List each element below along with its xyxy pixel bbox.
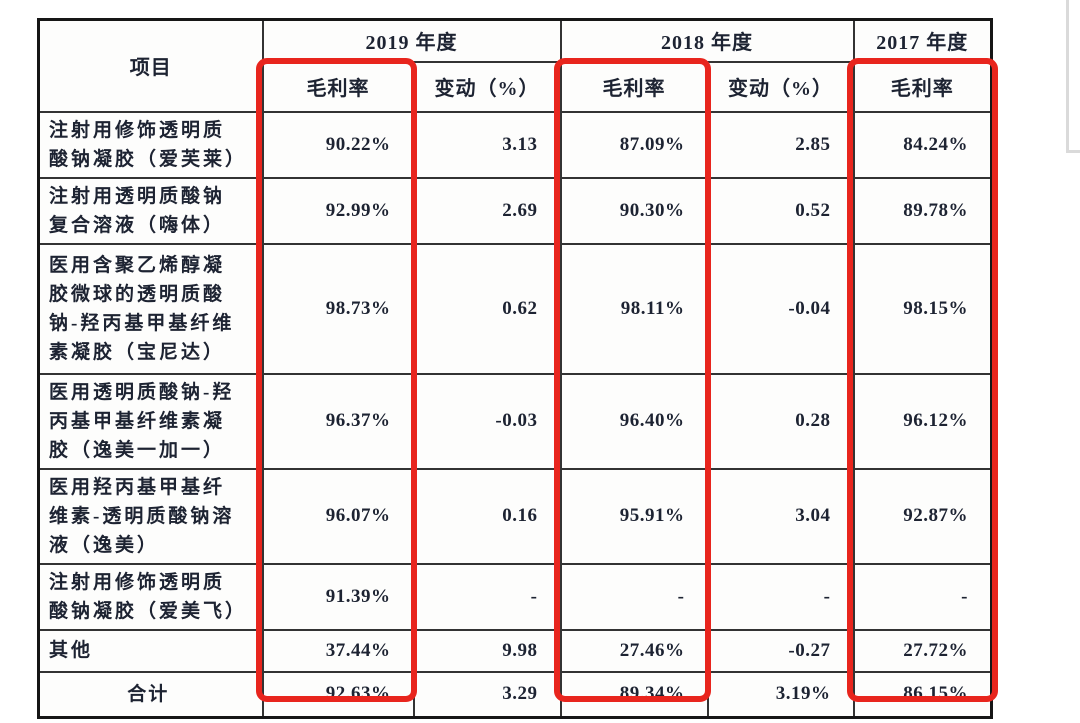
cell-change-2018: -0.04 bbox=[706, 242, 855, 375]
cell-margin-2017: 92.87% bbox=[852, 467, 993, 565]
header-year-2019: 2019 年度 bbox=[261, 18, 562, 63]
cell-margin-2019: 96.07% bbox=[261, 467, 415, 565]
total-row: 合计 92.63% 3.29 89.34% 3.19% 86.15% bbox=[37, 670, 993, 719]
row-label: 注射用透明质酸钠 复合溶液（嗨体） bbox=[37, 176, 264, 245]
cell-margin-2019: 90.22% bbox=[261, 110, 415, 179]
cell-margin-2018: 96.40% bbox=[559, 372, 709, 470]
cell-margin-2017: 89.78% bbox=[852, 176, 993, 245]
cell-change-2018: 0.28 bbox=[706, 372, 855, 470]
cell-margin-2018: 95.91% bbox=[559, 467, 709, 565]
cell-margin-2019: 98.73% bbox=[261, 242, 415, 375]
header-margin-2017: 毛利率 bbox=[852, 60, 993, 113]
cell-change-2019: 0.16 bbox=[412, 467, 562, 565]
cell-margin-2019: 92.63% bbox=[261, 670, 415, 719]
cell-margin-2017: 84.24% bbox=[852, 110, 993, 179]
row-label: 其他 bbox=[37, 628, 264, 673]
row-label: 注射用修饰透明质 酸钠凝胶（爱美飞） bbox=[37, 562, 264, 631]
cell-change-2019: 3.29 bbox=[412, 670, 562, 719]
cell-margin-2019: 92.99% bbox=[261, 176, 415, 245]
cell-margin-2018: 27.46% bbox=[559, 628, 709, 673]
cell-change-2019: -0.03 bbox=[412, 372, 562, 470]
cell-change-2019: 9.98 bbox=[412, 628, 562, 673]
header-change-2019: 变动（%） bbox=[412, 60, 562, 113]
cell-margin-2018: - bbox=[559, 562, 709, 631]
cell-margin-2017: - bbox=[852, 562, 993, 631]
cell-margin-2018: 98.11% bbox=[559, 242, 709, 375]
cell-margin-2018: 90.30% bbox=[559, 176, 709, 245]
cell-change-2019: - bbox=[412, 562, 562, 631]
header-margin-2019: 毛利率 bbox=[261, 60, 415, 113]
cell-margin-2019: 37.44% bbox=[261, 628, 415, 673]
cell-margin-2017: 86.15% bbox=[852, 670, 993, 719]
table-row: 医用羟丙基甲基纤 维素-透明质酸钠溶 液（逸美） 96.07% 0.16 95.… bbox=[37, 467, 993, 565]
cell-change-2018: 0.52 bbox=[706, 176, 855, 245]
cell-change-2019: 2.69 bbox=[412, 176, 562, 245]
cell-change-2018: 3.19% bbox=[706, 670, 855, 719]
header-margin-2018: 毛利率 bbox=[559, 60, 709, 113]
cell-change-2019: 0.62 bbox=[412, 242, 562, 375]
total-label: 合计 bbox=[37, 670, 264, 719]
row-label: 注射用修饰透明质 酸钠凝胶（爱芙莱） bbox=[37, 110, 264, 179]
header-change-2018: 变动（%） bbox=[706, 60, 855, 113]
cell-change-2018: 3.04 bbox=[706, 467, 855, 565]
cell-margin-2019: 96.37% bbox=[261, 372, 415, 470]
table-row: 医用透明质酸钠-羟 丙基甲基纤维素凝 胶（逸美一加一） 96.37% -0.03… bbox=[37, 372, 993, 470]
header-year-row: 项目 2019 年度 2018 年度 2017 年度 bbox=[37, 18, 993, 113]
cell-margin-2018: 87.09% bbox=[559, 110, 709, 179]
cell-margin-2018: 89.34% bbox=[559, 670, 709, 719]
header-item: 项目 bbox=[37, 18, 264, 113]
cell-margin-2019: 91.39% bbox=[261, 562, 415, 631]
table-row: 注射用修饰透明质 酸钠凝胶（爱芙莱） 90.22% 3.13 87.09% 2.… bbox=[37, 110, 993, 179]
row-label: 医用羟丙基甲基纤 维素-透明质酸钠溶 液（逸美） bbox=[37, 467, 264, 565]
row-label: 医用透明质酸钠-羟 丙基甲基纤维素凝 胶（逸美一加一） bbox=[37, 372, 264, 470]
cell-margin-2017: 27.72% bbox=[852, 628, 993, 673]
cell-margin-2017: 96.12% bbox=[852, 372, 993, 470]
table-row: 其他 37.44% 9.98 27.46% -0.27 27.72% bbox=[37, 628, 993, 673]
header-year-2017: 2017 年度 bbox=[852, 18, 993, 63]
table-row: 医用含聚乙烯醇凝 胶微球的透明质酸 钠-羟丙基甲基纤维 素凝胶（宝尼达） 98.… bbox=[37, 242, 993, 375]
cell-change-2018: -0.27 bbox=[706, 628, 855, 673]
cell-change-2019: 3.13 bbox=[412, 110, 562, 179]
cell-margin-2017: 98.15% bbox=[852, 242, 993, 375]
adjacent-panel-corner bbox=[1066, 0, 1080, 153]
row-label: 医用含聚乙烯醇凝 胶微球的透明质酸 钠-羟丙基甲基纤维 素凝胶（宝尼达） bbox=[37, 242, 264, 375]
data-table: 项目 2019 年度 2018 年度 2017 年度 毛利率 变动（%） 毛利率… bbox=[37, 18, 993, 719]
gross-margin-table: 项目 2019 年度 2018 年度 2017 年度 毛利率 变动（%） 毛利率… bbox=[37, 18, 998, 719]
header-year-2018: 2018 年度 bbox=[559, 18, 855, 63]
cell-change-2018: 2.85 bbox=[706, 110, 855, 179]
cell-change-2018: - bbox=[706, 562, 855, 631]
table-row: 注射用修饰透明质 酸钠凝胶（爱美飞） 91.39% - - - - bbox=[37, 562, 993, 631]
table-row: 注射用透明质酸钠 复合溶液（嗨体） 92.99% 2.69 90.30% 0.5… bbox=[37, 176, 993, 245]
